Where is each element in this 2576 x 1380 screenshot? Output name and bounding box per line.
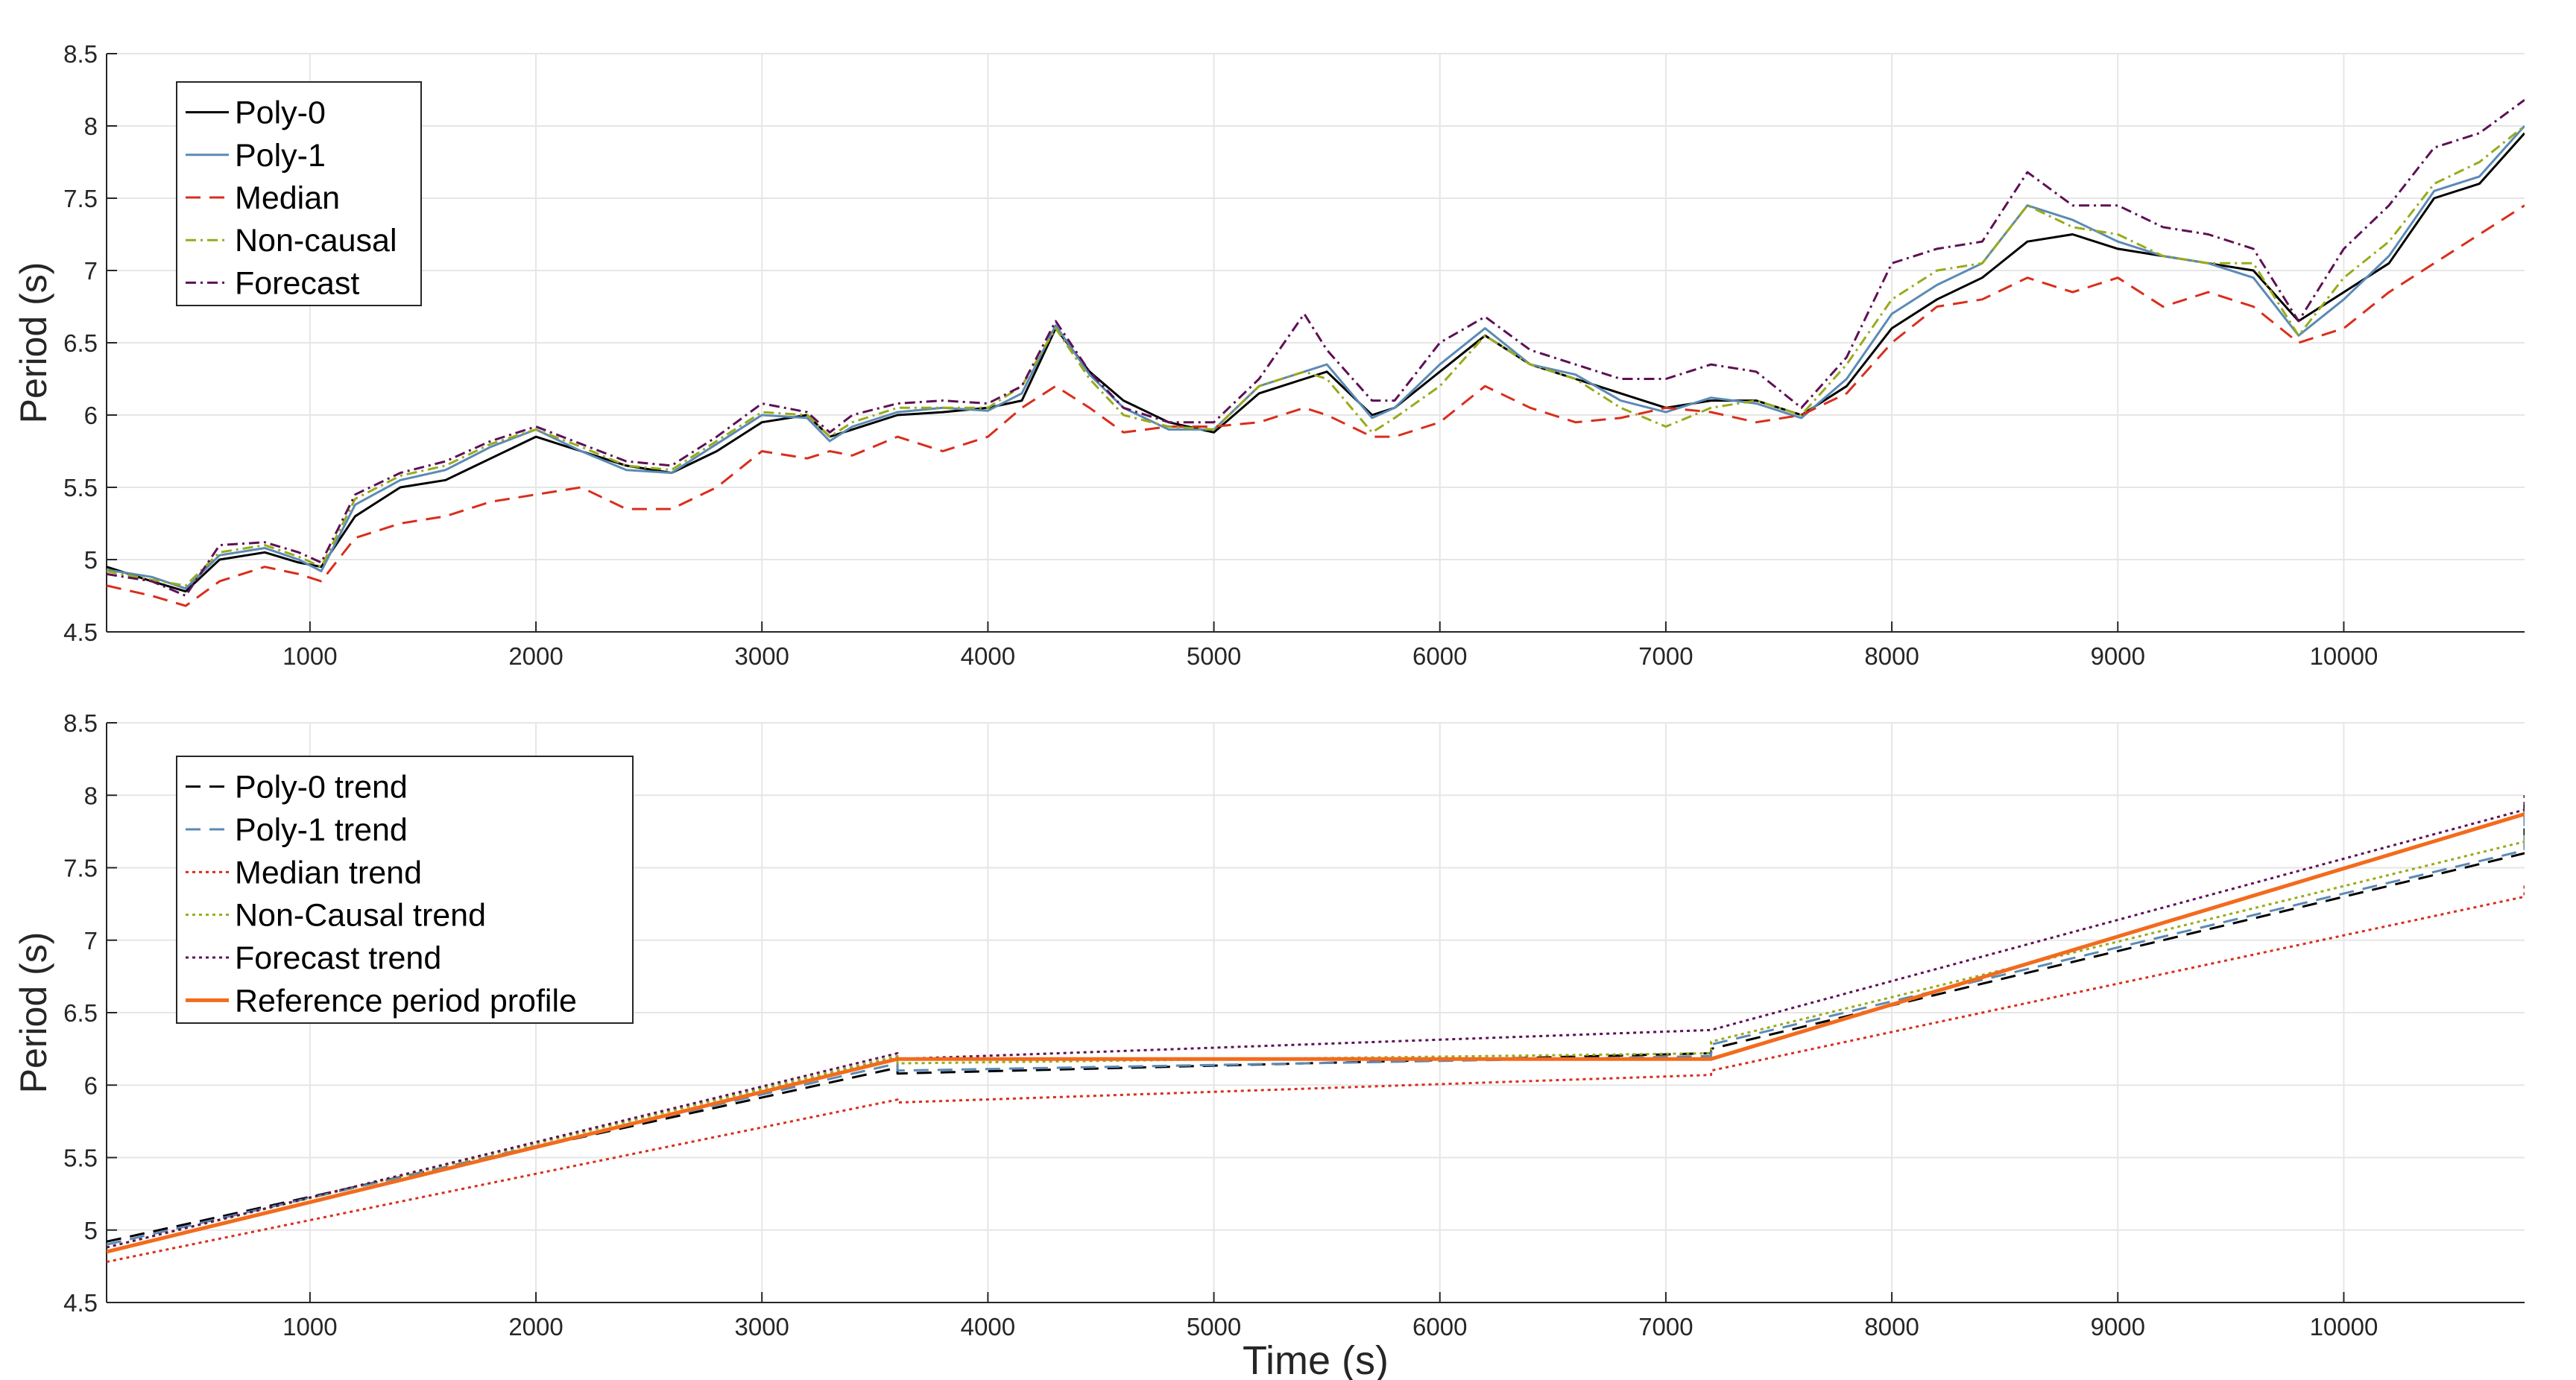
series-line-poly-1 (107, 126, 2525, 589)
legend-label: Median trend (235, 855, 422, 890)
x-tick-label: 9000 (2091, 642, 2145, 670)
y-tick-label: 7.5 (63, 185, 98, 212)
x-tick-label: 8000 (1864, 1313, 1919, 1341)
series-line-forecast (107, 100, 2525, 595)
series-line-poly-0 (107, 133, 2525, 592)
x-tick-label: 6000 (1412, 642, 1467, 670)
y-tick-label: 5.5 (63, 1145, 98, 1172)
y-tick-label: 6 (84, 402, 98, 429)
legend-label: Forecast (235, 265, 359, 301)
y-axis-label: Period (s) (13, 932, 54, 1094)
y-tick-label: 8.5 (63, 709, 98, 737)
legend: Poly-0 trend Poly-1 trend Median trend Non-… (177, 756, 633, 1023)
legend-label: Poly-1 (235, 138, 326, 174)
y-axis-label: Period (s) (13, 262, 54, 424)
x-tick-label: 3000 (735, 1313, 789, 1341)
legend-label: Non-Causal trend (235, 898, 486, 934)
x-tick-label: 3000 (735, 642, 789, 670)
legend-label: Forecast trend (235, 940, 441, 976)
legend-label: Median (235, 180, 340, 216)
y-tick-label: 5.5 (63, 474, 98, 501)
chart-bottom: 1000 2000 3000 4000 5000 6000 7000 8000 9000 1000… (13, 709, 2525, 1380)
x-tick-label: 7000 (1638, 1313, 1693, 1341)
x-tick-label: 4000 (961, 642, 1015, 670)
x-tick-label: 10000 (2310, 1313, 2378, 1341)
legend-label: Non-causal (235, 223, 397, 259)
y-tick-label: 4.5 (63, 1289, 98, 1317)
x-tick-label: 9000 (2091, 1313, 2145, 1341)
legend: Poly-0 Poly-1 Median Non-causal Forecast (177, 82, 421, 306)
grid (107, 54, 2525, 632)
x-tick-label: 4000 (961, 1313, 1015, 1341)
x-tick-label: 5000 (1187, 1313, 1241, 1341)
y-tick-label: 7 (84, 257, 98, 285)
y-tick-label: 7.5 (63, 855, 98, 882)
y-tick-label: 6.5 (63, 999, 98, 1027)
y-tick-label: 5 (84, 546, 98, 574)
series-line-median (107, 206, 2525, 606)
series-group (107, 100, 2525, 606)
legend-label: Poly-0 (235, 95, 326, 131)
x-tick-label: 10000 (2310, 642, 2378, 670)
legend-label: Poly-1 trend (235, 812, 408, 848)
y-tick-label: 8.5 (63, 40, 98, 68)
x-tick-label: 6000 (1412, 1313, 1467, 1341)
y-tick-label: 5 (84, 1217, 98, 1244)
legend-label: Reference period profile (235, 983, 577, 1019)
y-tick-label: 4.5 (63, 618, 98, 646)
x-tick-label: 1000 (282, 642, 337, 670)
series-line-non-causal (107, 126, 2525, 586)
x-tick-label: 2000 (508, 642, 563, 670)
chart-top: 1000 2000 3000 4000 5000 6000 7000 8000 9000 1000… (13, 40, 2525, 670)
legend-label: Poly-0 trend (235, 770, 408, 805)
y-tick-label: 6 (84, 1072, 98, 1099)
x-tick-label: 1000 (282, 1313, 337, 1341)
y-tick-label: 6.5 (63, 329, 98, 357)
y-tick-label: 7 (84, 927, 98, 955)
x-tick-label: 7000 (1638, 642, 1693, 670)
y-tick-label: 8 (84, 782, 98, 809)
y-tick-label: 8 (84, 113, 98, 140)
x-tick-label: 8000 (1864, 642, 1919, 670)
x-tick-label: 2000 (508, 1313, 563, 1341)
x-tick-label: 5000 (1187, 642, 1241, 670)
x-axis-label: Time (s) (1243, 1338, 1389, 1380)
